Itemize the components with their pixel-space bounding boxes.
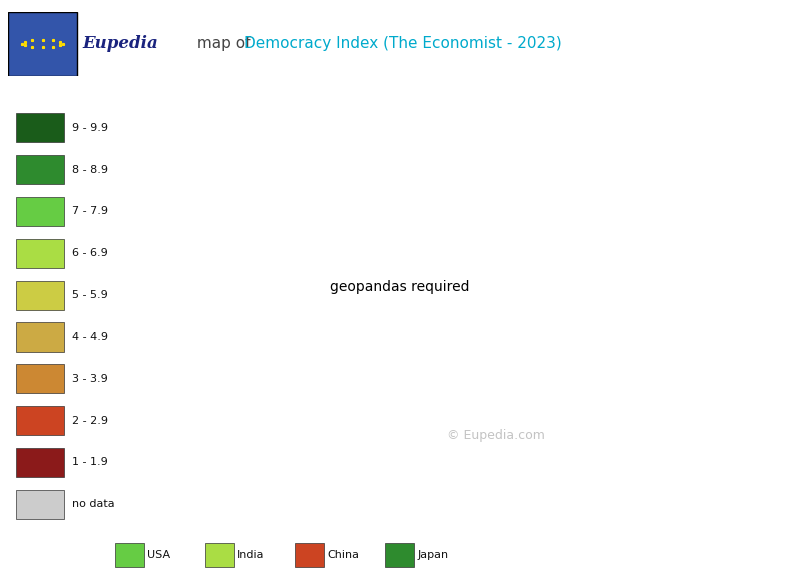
FancyBboxPatch shape (16, 490, 64, 519)
Text: geopandas required: geopandas required (330, 279, 470, 293)
Text: 9 - 9.9: 9 - 9.9 (72, 123, 108, 133)
Text: 3 - 3.9: 3 - 3.9 (72, 374, 108, 384)
FancyBboxPatch shape (16, 448, 64, 477)
FancyBboxPatch shape (16, 197, 64, 226)
Text: 1 - 1.9: 1 - 1.9 (72, 457, 108, 468)
Text: 4 - 4.9: 4 - 4.9 (72, 332, 108, 342)
Text: 2 - 2.9: 2 - 2.9 (72, 415, 108, 426)
Text: 5 - 5.9: 5 - 5.9 (72, 290, 108, 300)
FancyBboxPatch shape (16, 281, 64, 310)
FancyBboxPatch shape (16, 364, 64, 393)
FancyBboxPatch shape (16, 406, 64, 435)
FancyBboxPatch shape (16, 239, 64, 268)
FancyBboxPatch shape (16, 322, 64, 352)
Text: © Eupedia.com: © Eupedia.com (447, 429, 545, 442)
Text: no data: no data (72, 499, 114, 510)
Text: 7 - 7.9: 7 - 7.9 (72, 206, 108, 217)
Text: 6 - 6.9: 6 - 6.9 (72, 248, 108, 259)
FancyBboxPatch shape (16, 113, 64, 142)
Text: 8 - 8.9: 8 - 8.9 (72, 164, 108, 175)
FancyBboxPatch shape (16, 155, 64, 184)
